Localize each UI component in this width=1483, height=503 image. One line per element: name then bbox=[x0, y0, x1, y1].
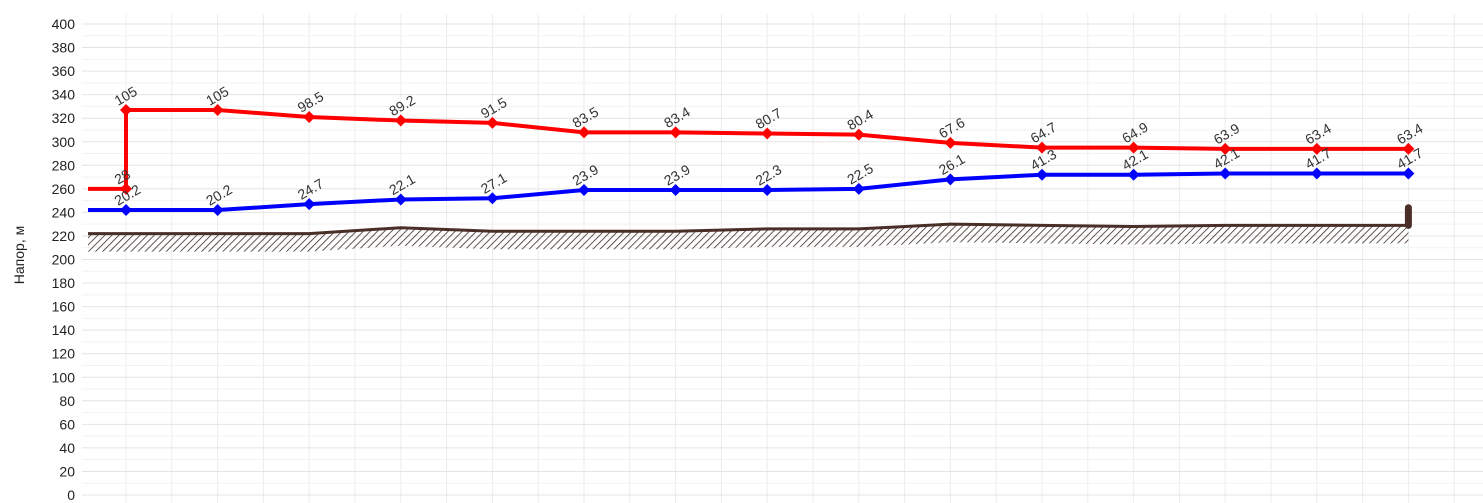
y-tick-label: 300 bbox=[52, 134, 76, 150]
point-label: 98.5 bbox=[295, 88, 327, 116]
point-label: 22.1 bbox=[386, 170, 418, 198]
point bbox=[120, 204, 132, 217]
point bbox=[944, 136, 957, 149]
point bbox=[578, 126, 590, 139]
point-label: 20.2 bbox=[112, 181, 144, 209]
point-label: 91.5 bbox=[478, 94, 510, 122]
point bbox=[486, 192, 499, 205]
y-tick-label: 20 bbox=[59, 463, 75, 479]
point bbox=[486, 116, 499, 129]
y-tick-label: 400 bbox=[52, 16, 76, 32]
point-label: 80.7 bbox=[753, 105, 785, 133]
point bbox=[761, 184, 774, 197]
point bbox=[394, 114, 407, 127]
point-label: 105 bbox=[112, 83, 140, 109]
y-tick-label: 120 bbox=[52, 346, 76, 362]
y-tick-label: 240 bbox=[52, 204, 76, 220]
point bbox=[852, 128, 865, 141]
point-label: 89.2 bbox=[386, 92, 418, 120]
y-tick-label: 220 bbox=[52, 228, 76, 244]
point-label: 20.2 bbox=[203, 181, 235, 209]
point bbox=[1219, 167, 1232, 180]
point bbox=[1310, 167, 1323, 180]
point-label: 80.4 bbox=[844, 106, 876, 134]
y-axis-label: Напор, м bbox=[11, 226, 27, 284]
point bbox=[1219, 142, 1232, 155]
point bbox=[669, 184, 682, 197]
point bbox=[944, 173, 957, 186]
ground-hatch bbox=[88, 224, 1409, 252]
point bbox=[120, 182, 132, 195]
point bbox=[211, 204, 224, 217]
y-tick-label: 80 bbox=[59, 393, 75, 409]
point bbox=[1036, 141, 1048, 154]
ground-line bbox=[126, 222, 1409, 236]
point-label: 22.5 bbox=[844, 160, 876, 188]
y-tick-label: 260 bbox=[52, 181, 76, 197]
y-tick-label: 360 bbox=[52, 63, 76, 79]
point bbox=[761, 127, 774, 140]
y-tick-label: 60 bbox=[59, 416, 75, 432]
point-label: 28 bbox=[112, 166, 134, 188]
point-label: 63.4 bbox=[1302, 120, 1334, 148]
point bbox=[303, 111, 316, 124]
point-label: 26.1 bbox=[936, 150, 968, 178]
y-tick-label: 0 bbox=[67, 487, 75, 503]
point bbox=[1036, 168, 1048, 181]
point bbox=[303, 198, 316, 211]
y-tick-label: 380 bbox=[52, 40, 76, 56]
point bbox=[394, 193, 407, 206]
point-label: 83.4 bbox=[661, 103, 693, 131]
y-tick-label: 100 bbox=[52, 369, 76, 385]
point-label: 105 bbox=[203, 83, 231, 109]
point-label: 24.7 bbox=[295, 175, 327, 203]
y-tick-label: 40 bbox=[59, 440, 75, 456]
y-tick-label: 200 bbox=[52, 252, 76, 268]
y-tick-label: 160 bbox=[52, 299, 76, 315]
y-tick-label: 320 bbox=[52, 110, 76, 126]
y-tick-label: 280 bbox=[52, 157, 76, 173]
grid bbox=[82, 14, 1483, 503]
point bbox=[669, 126, 682, 139]
point bbox=[1127, 141, 1140, 154]
point-label: 41.3 bbox=[1028, 146, 1060, 174]
point bbox=[1310, 142, 1323, 155]
point-label: 63.4 bbox=[1394, 120, 1426, 148]
y-tick-label: 340 bbox=[52, 87, 76, 103]
point bbox=[1402, 142, 1415, 155]
point bbox=[1127, 168, 1140, 181]
point bbox=[120, 103, 132, 116]
point-label: 27.1 bbox=[478, 169, 510, 197]
point-label: 63.9 bbox=[1211, 120, 1243, 148]
y-tick-label: 140 bbox=[52, 322, 76, 338]
point bbox=[578, 184, 590, 197]
y-tick-label: 180 bbox=[52, 275, 76, 291]
point bbox=[1402, 167, 1415, 180]
point-label: 42.1 bbox=[1119, 146, 1151, 174]
point bbox=[852, 182, 865, 195]
point-label: 83.5 bbox=[570, 103, 602, 131]
point bbox=[211, 103, 224, 116]
